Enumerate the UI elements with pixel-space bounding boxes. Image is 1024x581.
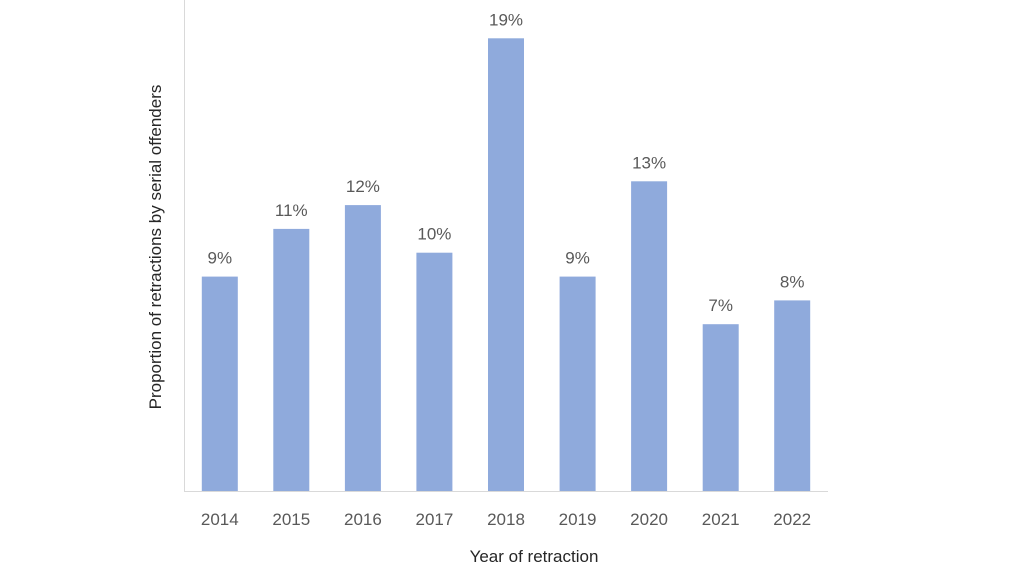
data-label-2020: 13% xyxy=(632,153,666,172)
x-tick-label-2022: 2022 xyxy=(773,510,811,529)
bar-2016 xyxy=(344,205,381,491)
x-tick-label-2017: 2017 xyxy=(415,510,453,529)
bar-2019 xyxy=(559,276,596,491)
x-tick-label-2015: 2015 xyxy=(272,510,310,529)
data-label-2016: 12% xyxy=(346,177,380,196)
x-tick-label-2018: 2018 xyxy=(487,510,525,529)
bar-2020 xyxy=(631,181,668,492)
x-tick-label-2020: 2020 xyxy=(630,510,668,529)
data-label-2021: 7% xyxy=(708,296,733,315)
bar-2014 xyxy=(201,276,238,491)
bar-2018 xyxy=(488,38,524,492)
x-tick-label-2014: 2014 xyxy=(201,510,239,529)
data-label-2022: 8% xyxy=(780,272,805,291)
x-tick-label-2021: 2021 xyxy=(702,510,740,529)
bar-2017 xyxy=(416,252,453,491)
data-label-2018: 19% xyxy=(489,10,523,29)
data-label-2015: 11% xyxy=(275,201,308,220)
y-axis-title: Proportion of retractions by serial offe… xyxy=(146,85,165,410)
x-tick-label-2019: 2019 xyxy=(559,510,597,529)
bar-2021 xyxy=(702,324,739,491)
bar-2022 xyxy=(774,300,811,491)
x-tick-labels-group: 2014 2015 2016 2017 2018 2019 2020 2021 2022 xyxy=(201,510,811,529)
data-labels-group: 9% 11% 12% 10% 19% 9% 13% 7% 8% xyxy=(208,10,805,315)
bar-2015 xyxy=(273,228,310,491)
x-tick-label-2016: 2016 xyxy=(344,510,382,529)
x-axis-title: Year of retraction xyxy=(470,547,599,566)
data-label-2017: 10% xyxy=(417,225,451,244)
data-label-2019: 9% xyxy=(565,249,590,268)
data-label-2014: 9% xyxy=(208,249,233,268)
bars-group xyxy=(201,38,811,492)
